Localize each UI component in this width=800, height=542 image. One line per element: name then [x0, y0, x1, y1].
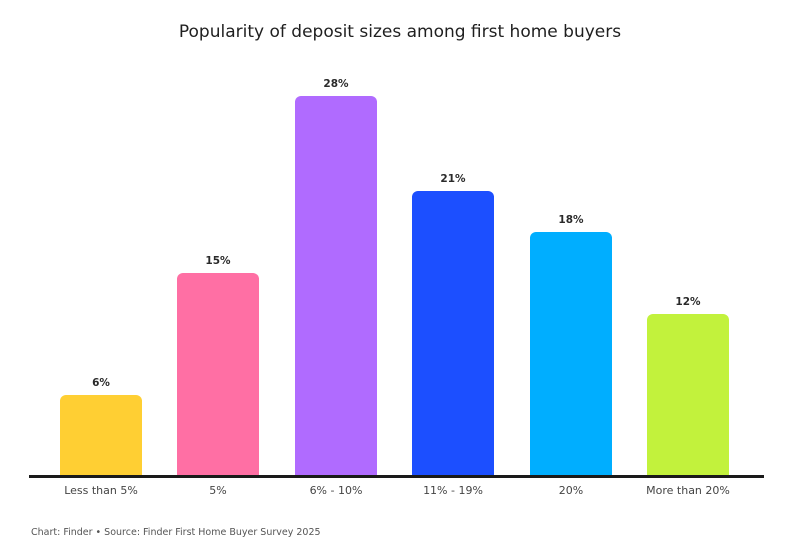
x-tick-label: 5% — [209, 484, 227, 497]
bar-value-label: 15% — [205, 255, 231, 267]
bar-value-label: 6% — [92, 377, 110, 389]
chart-source: Chart: Finder • Source: Finder First Hom… — [31, 527, 321, 538]
bar-value-label: 12% — [675, 296, 701, 308]
x-tick-label: Less than 5% — [64, 484, 138, 497]
chart-title: Popularity of deposit sizes among first … — [178, 22, 622, 42]
bar — [177, 273, 259, 477]
x-tick-label: 11% - 19% — [423, 484, 483, 497]
bar — [60, 395, 142, 477]
x-tick-label: 20% — [558, 484, 584, 497]
plot-area: 6% 15% 28% 21% 18% 12% — [29, 60, 764, 477]
x-tick-label: 6% - 10% — [309, 484, 363, 497]
bar-value-label: 28% — [323, 78, 349, 90]
bar — [295, 96, 377, 477]
x-tick-label: More than 20% — [646, 484, 730, 497]
bar — [530, 232, 612, 477]
bar — [647, 314, 729, 477]
bar-value-label: 21% — [440, 173, 466, 185]
bar-value-label: 18% — [558, 214, 584, 226]
x-axis-line — [29, 475, 764, 478]
bar — [412, 191, 494, 477]
